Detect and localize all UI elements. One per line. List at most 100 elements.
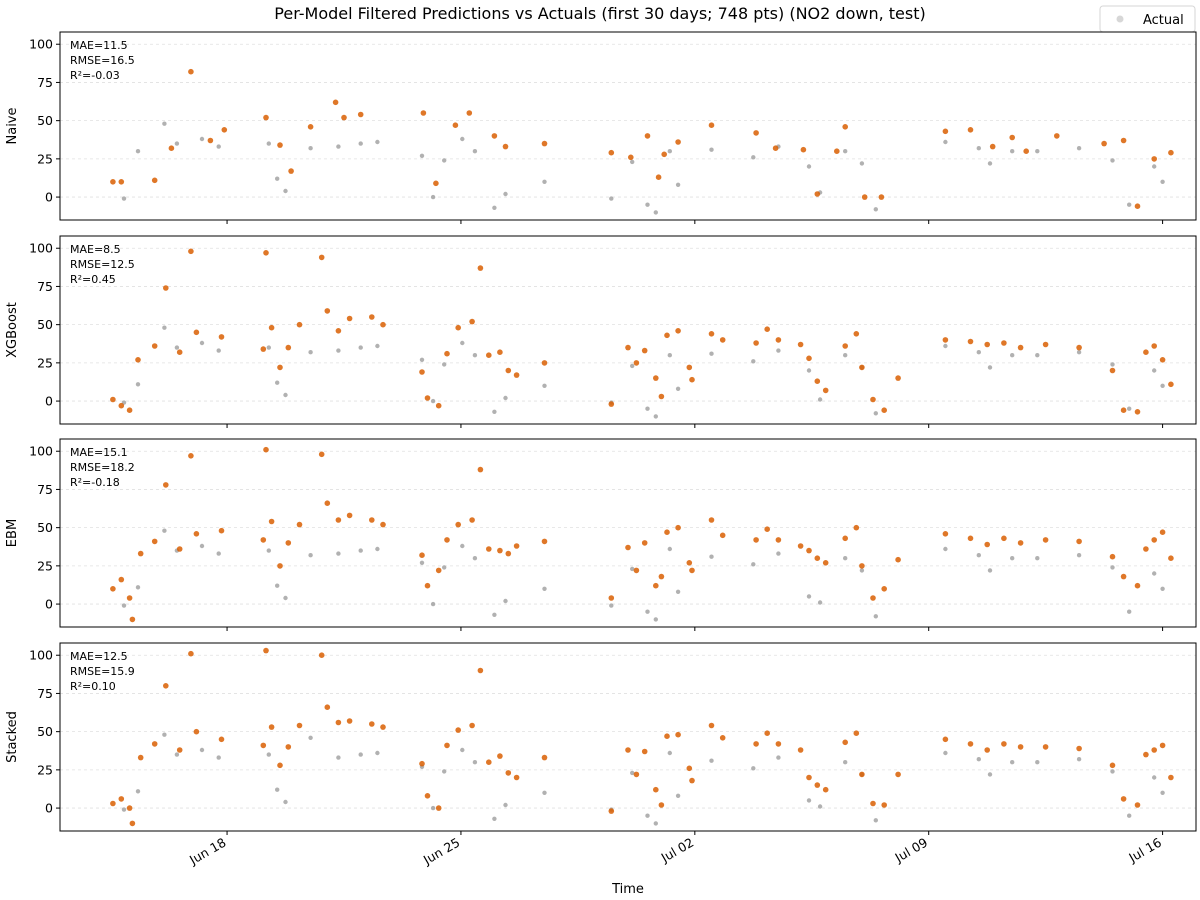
actual-point xyxy=(859,568,865,573)
predicted-point xyxy=(137,754,144,761)
actual-point xyxy=(645,202,650,207)
y-tick-label: 75 xyxy=(37,686,53,701)
predicted-point xyxy=(277,142,283,148)
actual-point xyxy=(135,789,141,794)
y-tick-label: 0 xyxy=(45,190,53,205)
predicted-point xyxy=(455,324,462,331)
predicted-point xyxy=(675,328,681,334)
axes-frame xyxy=(59,438,1197,628)
predicted-point xyxy=(625,344,631,351)
actual-point xyxy=(667,353,672,358)
predicted-point xyxy=(455,521,462,528)
y-tick-label: 100 xyxy=(29,444,53,459)
predicted-point xyxy=(110,396,116,403)
predicted-point xyxy=(822,786,829,793)
predicted-point xyxy=(137,550,144,557)
actual-point xyxy=(667,546,672,552)
y-axis-label: EBM xyxy=(5,519,20,547)
actual-point xyxy=(1152,368,1157,373)
actual-point xyxy=(266,548,271,553)
predicted-point xyxy=(806,547,812,554)
predicted-point xyxy=(775,741,782,747)
predicted-point xyxy=(110,800,116,807)
predicted-point xyxy=(151,538,158,545)
predicted-point xyxy=(346,315,353,322)
predicted-point xyxy=(675,731,681,738)
predicted-point xyxy=(834,148,840,154)
actual-point xyxy=(174,141,180,146)
predicted-point xyxy=(1109,367,1116,374)
predicted-point xyxy=(664,733,670,739)
predicted-point xyxy=(1134,802,1141,808)
predicted-point xyxy=(513,543,520,549)
metric-annotation: RMSE=16.5 xyxy=(70,54,135,67)
predicted-point xyxy=(207,137,214,144)
predicted-point xyxy=(625,747,631,753)
predicted-point xyxy=(126,407,133,414)
predicted-point xyxy=(942,128,949,135)
actual-point xyxy=(472,556,478,561)
predicted-point xyxy=(1042,341,1049,348)
predicted-point xyxy=(1143,751,1149,758)
predicted-point xyxy=(1076,745,1082,752)
actual-point xyxy=(283,392,288,398)
actual-point xyxy=(283,595,288,601)
predicted-point xyxy=(753,340,759,346)
actual-point xyxy=(1010,149,1015,154)
actual-point xyxy=(976,757,981,762)
predicted-point xyxy=(1076,538,1082,545)
actual-point xyxy=(873,207,878,212)
predicted-point xyxy=(814,782,821,788)
predicted-point xyxy=(764,526,770,532)
predicted-point xyxy=(1120,407,1127,414)
predicted-point xyxy=(658,802,665,808)
predicted-point xyxy=(419,369,425,375)
actual-point xyxy=(542,383,547,388)
axes-frame xyxy=(59,235,1197,425)
actual-point xyxy=(460,340,465,346)
y-tick-label: 50 xyxy=(37,520,53,535)
predicted-point xyxy=(332,99,339,106)
y-tick-label: 50 xyxy=(37,317,53,332)
predicted-point xyxy=(513,774,520,781)
actual-point xyxy=(1127,813,1132,818)
actual-point xyxy=(542,790,547,795)
predicted-point xyxy=(221,127,228,133)
predicted-point xyxy=(842,739,848,746)
actual-point xyxy=(492,205,497,210)
predicted-point xyxy=(455,727,462,733)
predicted-point xyxy=(318,652,325,658)
predicted-point xyxy=(797,341,804,348)
predicted-point xyxy=(419,760,425,767)
predicted-point xyxy=(1168,774,1174,781)
actual-point xyxy=(1127,406,1132,411)
predicted-point xyxy=(1143,546,1149,552)
actual-point xyxy=(1110,158,1115,163)
predicted-point xyxy=(1168,149,1174,156)
actual-point xyxy=(503,191,508,197)
predicted-point xyxy=(1143,349,1149,356)
predicted-point xyxy=(118,402,125,409)
actual-point xyxy=(806,594,812,599)
predicted-point xyxy=(424,793,431,799)
panels: 0 25 50 75 100 Naive MAE=11.5 RMSE=16.5 R²=-0.03… xyxy=(5,31,1197,868)
predicted-point xyxy=(497,349,503,356)
actual-point xyxy=(419,560,425,565)
predicted-point xyxy=(675,139,681,145)
predicted-point xyxy=(775,337,782,343)
predicted-point xyxy=(486,546,492,552)
predicted-point xyxy=(129,820,136,827)
actual-point xyxy=(987,568,993,573)
predicted-point xyxy=(163,482,169,488)
predicted-point xyxy=(814,378,821,385)
y-tick-label: 100 xyxy=(29,241,53,256)
predicted-point xyxy=(541,538,548,545)
predicted-point xyxy=(513,372,520,378)
actual-point xyxy=(442,362,447,367)
actual-point xyxy=(336,144,341,149)
predicted-point xyxy=(658,393,665,400)
actual-point xyxy=(1160,179,1165,184)
y-axis-label: Stacked xyxy=(5,711,20,763)
